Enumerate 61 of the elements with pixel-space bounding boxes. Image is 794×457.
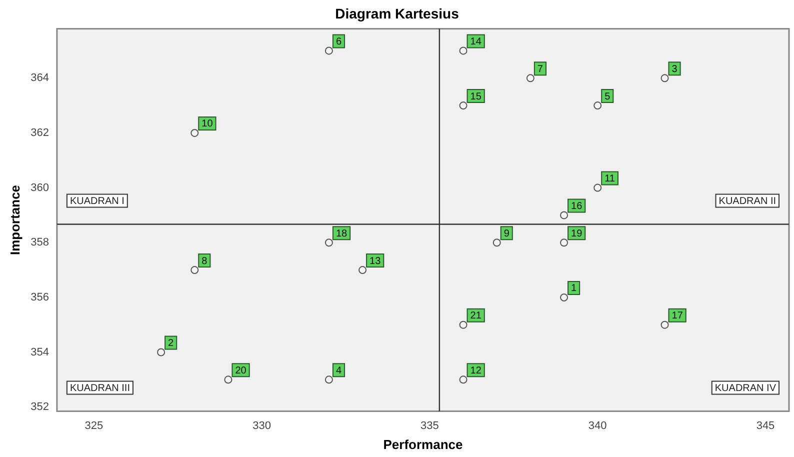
- x-axis-title: Performance: [383, 436, 463, 452]
- y-tick-label: 356: [30, 291, 49, 304]
- annotation: KUADRAN IV: [714, 382, 776, 394]
- point: [594, 102, 602, 110]
- series-label: 16: [571, 200, 583, 212]
- series-label: 4: [336, 365, 342, 376]
- point: [526, 74, 534, 82]
- x-tick-label: 330: [252, 420, 271, 432]
- series-label: 12: [470, 365, 482, 376]
- y-tick-label: 354: [30, 346, 49, 358]
- y-tick-label: 362: [30, 127, 49, 139]
- series-label: 20: [235, 365, 247, 376]
- point: [660, 320, 669, 329]
- y-tick-label: 352: [30, 401, 49, 414]
- chart-title: Diagram Kartesius: [335, 5, 460, 22]
- series-label: 9: [504, 228, 510, 240]
- x-tick-label: 335: [420, 420, 439, 432]
- point: [190, 128, 199, 137]
- point: [459, 376, 468, 384]
- series-label: 18: [336, 228, 348, 240]
- series-label: 8: [202, 256, 208, 267]
- annotation: KUADRAN II: [718, 196, 776, 207]
- point: [358, 266, 367, 274]
- series-label: 3: [672, 64, 678, 75]
- series-label: 5: [604, 91, 611, 102]
- point: [459, 102, 468, 110]
- point: [560, 238, 568, 247]
- y-tick-label: 358: [30, 236, 49, 249]
- y-axis-title: Importance: [7, 184, 22, 256]
- point: [594, 184, 602, 192]
- point: [224, 376, 232, 384]
- series-label: 11: [604, 174, 616, 185]
- series-label: 6: [336, 36, 342, 48]
- series-label: 21: [470, 310, 482, 322]
- y-tick-label: 364: [30, 72, 49, 84]
- point: [560, 211, 568, 220]
- point: [660, 74, 669, 82]
- annotation: KUADRAN I: [70, 196, 124, 207]
- series-label: 2: [168, 338, 174, 350]
- series-label: 10: [202, 118, 214, 130]
- point: [459, 320, 468, 329]
- point: [324, 238, 333, 247]
- series-label: 7: [537, 64, 544, 75]
- series-label: 1: [571, 283, 578, 294]
- point: [459, 46, 468, 55]
- point: [560, 293, 568, 302]
- series-label: 17: [672, 310, 684, 322]
- point: [157, 348, 166, 356]
- point: [492, 238, 501, 247]
- series-label: 13: [370, 256, 382, 267]
- x-tick-label: 340: [588, 420, 607, 432]
- y-tick-label: 360: [30, 182, 49, 194]
- x-tick-label: 325: [84, 420, 104, 432]
- series-label: 19: [571, 228, 583, 240]
- point: [190, 266, 199, 274]
- series-label: 14: [470, 36, 482, 48]
- point: [324, 376, 333, 384]
- series-label: 15: [470, 91, 482, 102]
- point: [324, 46, 333, 55]
- x-tick-label: 345: [756, 420, 775, 432]
- annotation: KUADRAN III: [70, 382, 130, 394]
